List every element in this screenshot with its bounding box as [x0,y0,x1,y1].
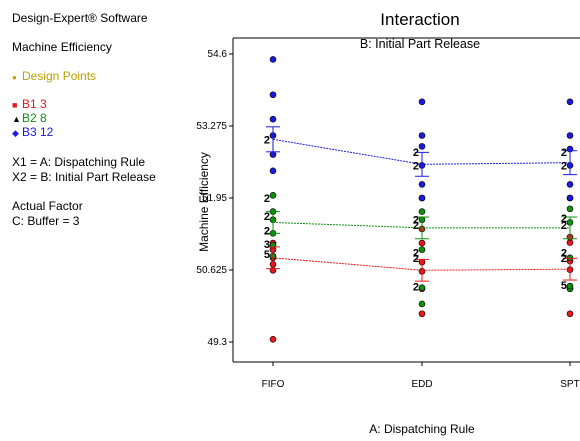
design-point [418,239,426,247]
point-count-label: 2 [561,160,567,172]
point-count-label: 5 [264,249,270,261]
point-count-label: 2 [561,220,567,232]
x-tick-label: FIFO [262,379,285,390]
legend-b1-label: B1 3 [22,97,47,111]
point-count-label: 2 [413,282,419,294]
design-point [418,143,426,150]
factor-x2: X2 = B: Initial Part Release [12,170,156,184]
y-tick-label: 50.625 [196,265,227,276]
point-count-label: 2 [561,147,567,159]
design-point [418,246,426,253]
design-points-label: Design Points [22,69,97,83]
factor-x1: X1 = A: Dispatching Rule [12,155,146,169]
point-count-label: 2 [264,211,270,223]
design-point [418,310,426,318]
series-line [272,257,571,271]
point-count-label: 2 [264,226,270,238]
actual-factor-value: C: Buffer = 3 [12,214,80,228]
design-point [418,208,426,215]
point-count-label: 2 [561,213,567,225]
point-count-label: 2 [413,253,419,265]
design-point-icon: ● [12,73,17,82]
chart-title: Interaction [380,10,459,29]
y-axis-label: Machine Efficiency [197,152,211,252]
design-points-legend: ● Design Points [12,69,96,83]
diamond-marker-icon: ◆ [12,128,19,138]
software-name: Design-Expert® Software [12,11,148,25]
design-point [566,194,574,202]
design-point [269,335,277,343]
design-point [418,300,426,308]
legend-b1: ■ B1 3 [12,97,47,111]
design-point [566,310,574,318]
point-count-label: 5 [561,280,567,292]
design-point [566,98,574,106]
design-point [269,167,277,175]
point-count-label: 2 [413,220,419,232]
square-marker-icon: ■ [12,100,18,110]
x-tick-label: EDD [411,379,432,390]
legend-b3-label: B3 12 [22,125,54,139]
design-point [566,282,574,290]
design-point [269,56,277,63]
point-count-label: 2 [413,215,419,227]
chart-subtitle: B: Initial Part Release [360,37,480,51]
point-count-label: 3 [264,239,270,251]
design-point [269,115,277,123]
y-tick-label: 51.95 [202,193,227,204]
x-axis-label: A: Dispatching Rule [369,422,475,436]
y-tick-label: 54.6 [208,49,228,60]
design-point [418,98,426,106]
design-point [269,191,277,199]
point-count-label: 2 [264,134,270,146]
series-line [272,221,570,229]
y-tick-label: 49.3 [208,337,228,348]
point-count-label: 2 [413,247,419,259]
y-tick-label: 53.275 [196,121,227,132]
legend-b3: ◆ B3 12 [12,125,53,139]
design-point [566,205,574,213]
legend-b2: ▲B2 8 [12,111,47,125]
legend-b2-label: B2 8 [22,111,47,125]
triangle-marker-icon: ▲ [12,114,21,124]
design-point [418,132,426,139]
point-count-label: 2 [561,253,567,265]
design-point [269,91,277,99]
design-point [418,284,426,291]
design-point [418,181,426,188]
design-point [566,181,574,188]
point-count-label: 2 [413,160,419,172]
point-count-label: 2 [264,193,270,205]
design-point [566,132,574,139]
design-point [418,194,426,202]
x-tick-label: SPT [560,379,579,390]
point-count-label: 2 [413,147,419,159]
response-name: Machine Efficiency [12,40,112,54]
point-count-label: 2 [561,247,567,259]
design-point [566,239,574,246]
actual-factor-title: Actual Factor [12,199,83,213]
design-point [269,151,277,158]
